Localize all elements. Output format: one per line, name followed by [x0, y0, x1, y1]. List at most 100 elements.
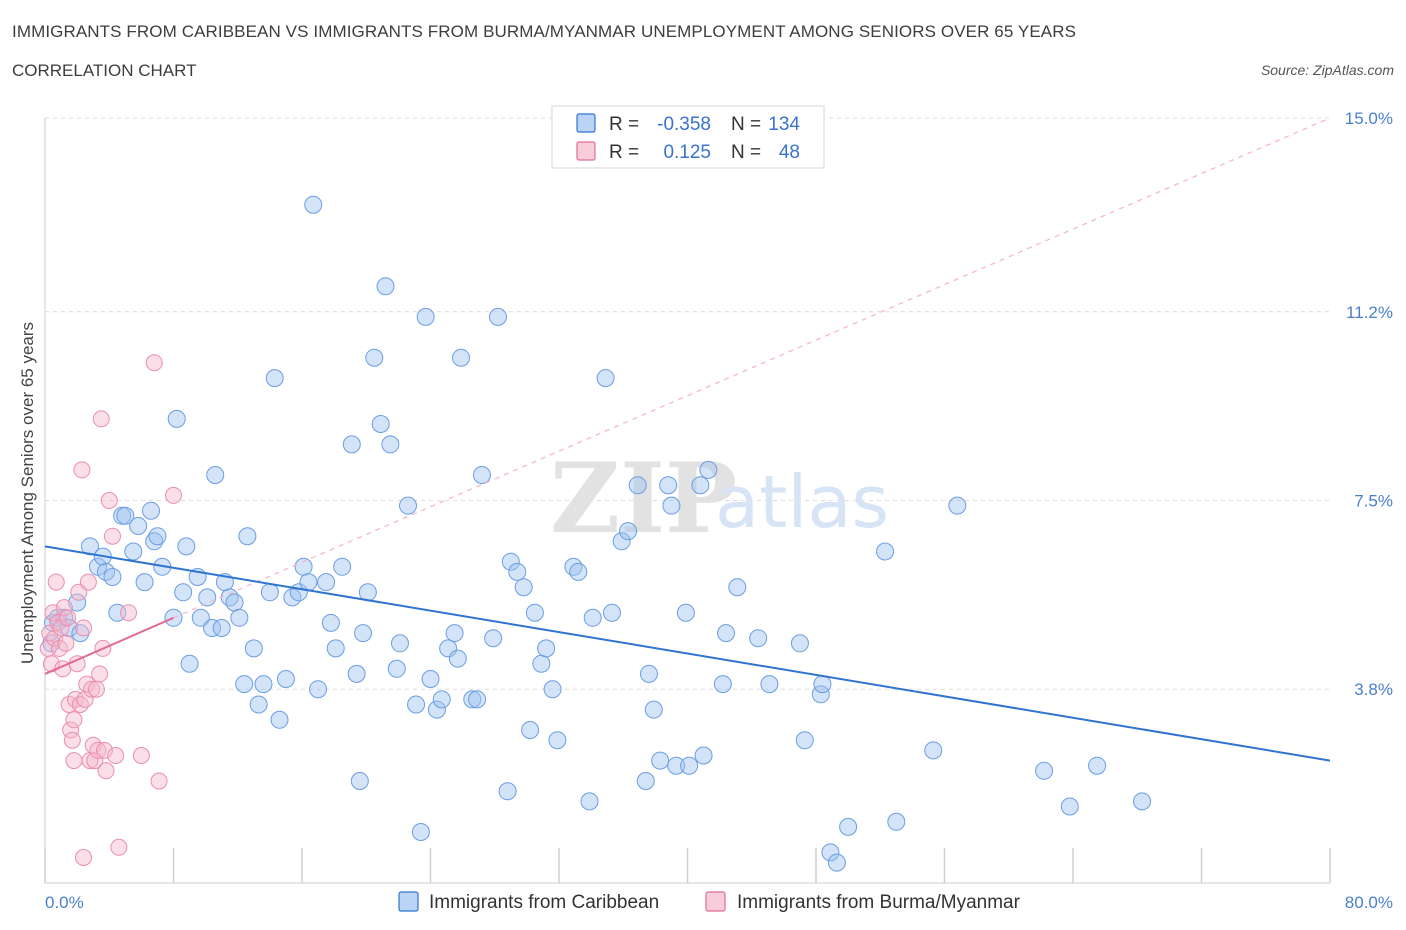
caribbean-point — [827, 853, 846, 872]
burma-point — [58, 609, 76, 627]
caribbean-point — [350, 772, 369, 790]
caribbean-point — [580, 792, 599, 811]
burma-point — [78, 675, 96, 693]
caribbean-point — [387, 659, 406, 678]
caribbean-point — [177, 537, 196, 556]
burma-point — [57, 634, 75, 652]
burma-point — [67, 690, 85, 708]
caribbean-point — [452, 348, 471, 367]
caribbean-point — [191, 608, 210, 627]
caribbean-point — [628, 476, 647, 495]
y-tick-label: 15.0% — [1345, 109, 1393, 128]
burma-point — [47, 573, 65, 591]
caribbean-point — [260, 583, 279, 602]
caribbean-point — [484, 629, 503, 648]
chart-subtitle: CORRELATION CHART — [12, 61, 197, 80]
caribbean-point — [206, 466, 225, 484]
burma-point — [150, 772, 168, 790]
caribbean-point — [680, 756, 699, 775]
caribbean-point — [174, 583, 193, 602]
legend-r-label-burma: R = — [609, 142, 639, 163]
burma-point — [84, 736, 102, 754]
legend-swatch-burma — [576, 141, 596, 161]
caribbean-point — [667, 756, 686, 775]
caribbean-point — [463, 690, 482, 709]
caribbean-point — [317, 573, 336, 592]
legend-top-box — [551, 105, 825, 169]
burma-point — [52, 619, 70, 637]
burma-point — [145, 354, 163, 372]
legend-swatch-caribbean — [576, 113, 596, 133]
burma-point — [120, 604, 138, 622]
caribbean-point — [365, 348, 384, 367]
caribbean-point — [198, 588, 217, 607]
legend-n-value-caribbean: 134 — [768, 114, 800, 135]
chart-title: IMMIGRANTS FROM CARIBBEAN VS IMMIGRANTS … — [12, 22, 1077, 41]
burma-point — [165, 486, 182, 504]
burma-point — [83, 680, 101, 698]
burma-point — [75, 849, 93, 866]
caribbean-point — [662, 496, 681, 515]
burma-point — [107, 747, 125, 764]
caribbean-point — [407, 695, 426, 714]
legend-top: R = -0.358 N = 134 R = 0.125 N = 48 — [551, 105, 825, 169]
caribbean-point — [103, 568, 122, 586]
caribbean-point — [326, 639, 345, 658]
caribbean-point — [265, 369, 284, 388]
caribbean-point — [180, 654, 199, 673]
caribbean-point — [713, 675, 732, 694]
caribbean-point — [569, 562, 588, 581]
legend-n-label-burma: N = — [731, 142, 761, 163]
caribbean-trend-line — [44, 545, 1331, 762]
caribbean-point — [876, 542, 895, 561]
burma-point — [79, 573, 97, 591]
burma-point — [132, 747, 150, 764]
caribbean-point — [135, 573, 154, 592]
burma-point — [73, 461, 91, 479]
caribbean-point — [651, 751, 670, 770]
caribbean-point — [148, 527, 167, 546]
caribbean-point — [124, 542, 143, 561]
y-axis-label: Unemployment Among Seniors over 65 years — [18, 322, 37, 664]
caribbean-point — [468, 690, 487, 709]
burma-point — [49, 614, 67, 632]
caribbean-point — [249, 695, 268, 714]
caribbean-point — [644, 700, 663, 719]
watermark-zip: ZIP — [550, 442, 737, 555]
caribbean-point — [887, 812, 906, 831]
caribbean-point — [564, 557, 583, 576]
burma-trend-line — [44, 616, 174, 675]
caribbean-point — [603, 603, 622, 622]
y-tick-label: 3.8% — [1354, 680, 1393, 699]
legend-r-value-burma: 0.125 — [663, 142, 711, 163]
caribbean-point — [537, 639, 556, 658]
burma-point — [95, 741, 113, 759]
caribbean-point — [583, 608, 602, 627]
caribbean-point — [676, 603, 695, 622]
caribbean-point — [694, 746, 713, 765]
caribbean-point — [1060, 797, 1079, 816]
caribbean-point — [514, 578, 533, 597]
caribbean-point — [145, 532, 164, 551]
caribbean-point — [488, 307, 507, 326]
caribbean-point — [48, 608, 67, 627]
burma-point — [65, 711, 83, 729]
caribbean-point — [612, 532, 631, 551]
source-credit: Source: ZipAtlas.com — [1260, 62, 1394, 78]
caribbean-point — [294, 557, 313, 576]
caribbean-point — [508, 562, 527, 581]
legend-bottom-swatch-burma — [705, 891, 726, 912]
legend-bottom-label-caribbean: Immigrants from Caribbean — [429, 892, 659, 913]
caribbean-point — [347, 664, 366, 683]
caribbean-point — [276, 670, 295, 688]
burma-point — [76, 690, 94, 708]
caribbean-point — [321, 613, 340, 632]
caribbean-point — [427, 700, 446, 719]
caribbean-point — [472, 466, 491, 484]
caribbean-point — [270, 710, 289, 729]
caribbean-point — [501, 552, 520, 571]
caribbean-point — [749, 629, 768, 648]
caribbean-point — [596, 369, 615, 388]
caribbean-point — [813, 675, 832, 694]
caribbean-point — [371, 415, 390, 433]
